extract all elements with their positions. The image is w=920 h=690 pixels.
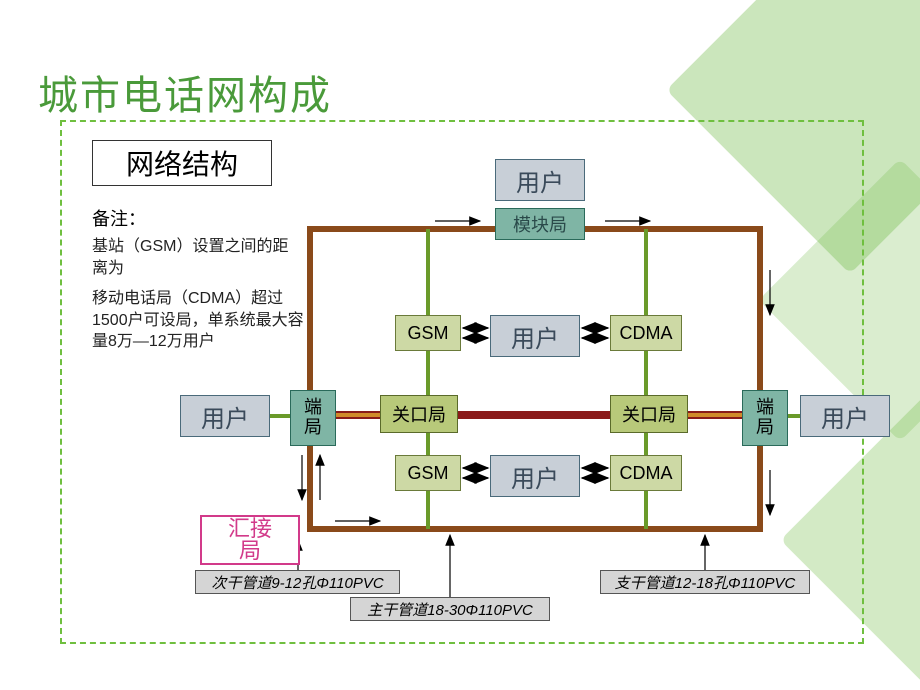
node-gsm-top: GSM [395, 315, 461, 351]
node-end-left: 端 局 [290, 390, 336, 446]
subtitle-box: 网络结构 [92, 140, 272, 186]
content-frame [60, 120, 864, 644]
node-user-mid2: 用户 [490, 455, 580, 497]
note-line-2: 移动电话局（CDMA）超过1500户可设局，单系统最大容量8万—12万用户 [92, 288, 312, 353]
note-line-1: 基站（GSM）设置之间的距离为 [92, 236, 302, 279]
node-cdma-top: CDMA [610, 315, 682, 351]
node-gateway-left: 关口局 [380, 395, 458, 433]
node-end-right: 端 局 [742, 390, 788, 446]
node-cdma-bot: CDMA [610, 455, 682, 491]
slide-title: 城市电话网构成 [38, 63, 332, 121]
pipe-label-main: 主干管道18-30Φ110PVC [350, 597, 550, 621]
node-module: 模块局 [495, 208, 585, 240]
node-user-mid1: 用户 [490, 315, 580, 357]
node-user-left: 用户 [180, 395, 270, 437]
node-tandem: 汇接 局 [200, 515, 300, 565]
node-gsm-bot: GSM [395, 455, 461, 491]
node-user-right: 用户 [800, 395, 890, 437]
pipe-label-secondary: 次干管道9-12孔Φ110PVC [195, 570, 400, 594]
node-user-top: 用户 [495, 159, 585, 201]
pipe-label-branch: 支干管道12-18孔Φ110PVC [600, 570, 810, 594]
node-gateway-right: 关口局 [610, 395, 688, 433]
note-label: 备注： [92, 205, 146, 231]
